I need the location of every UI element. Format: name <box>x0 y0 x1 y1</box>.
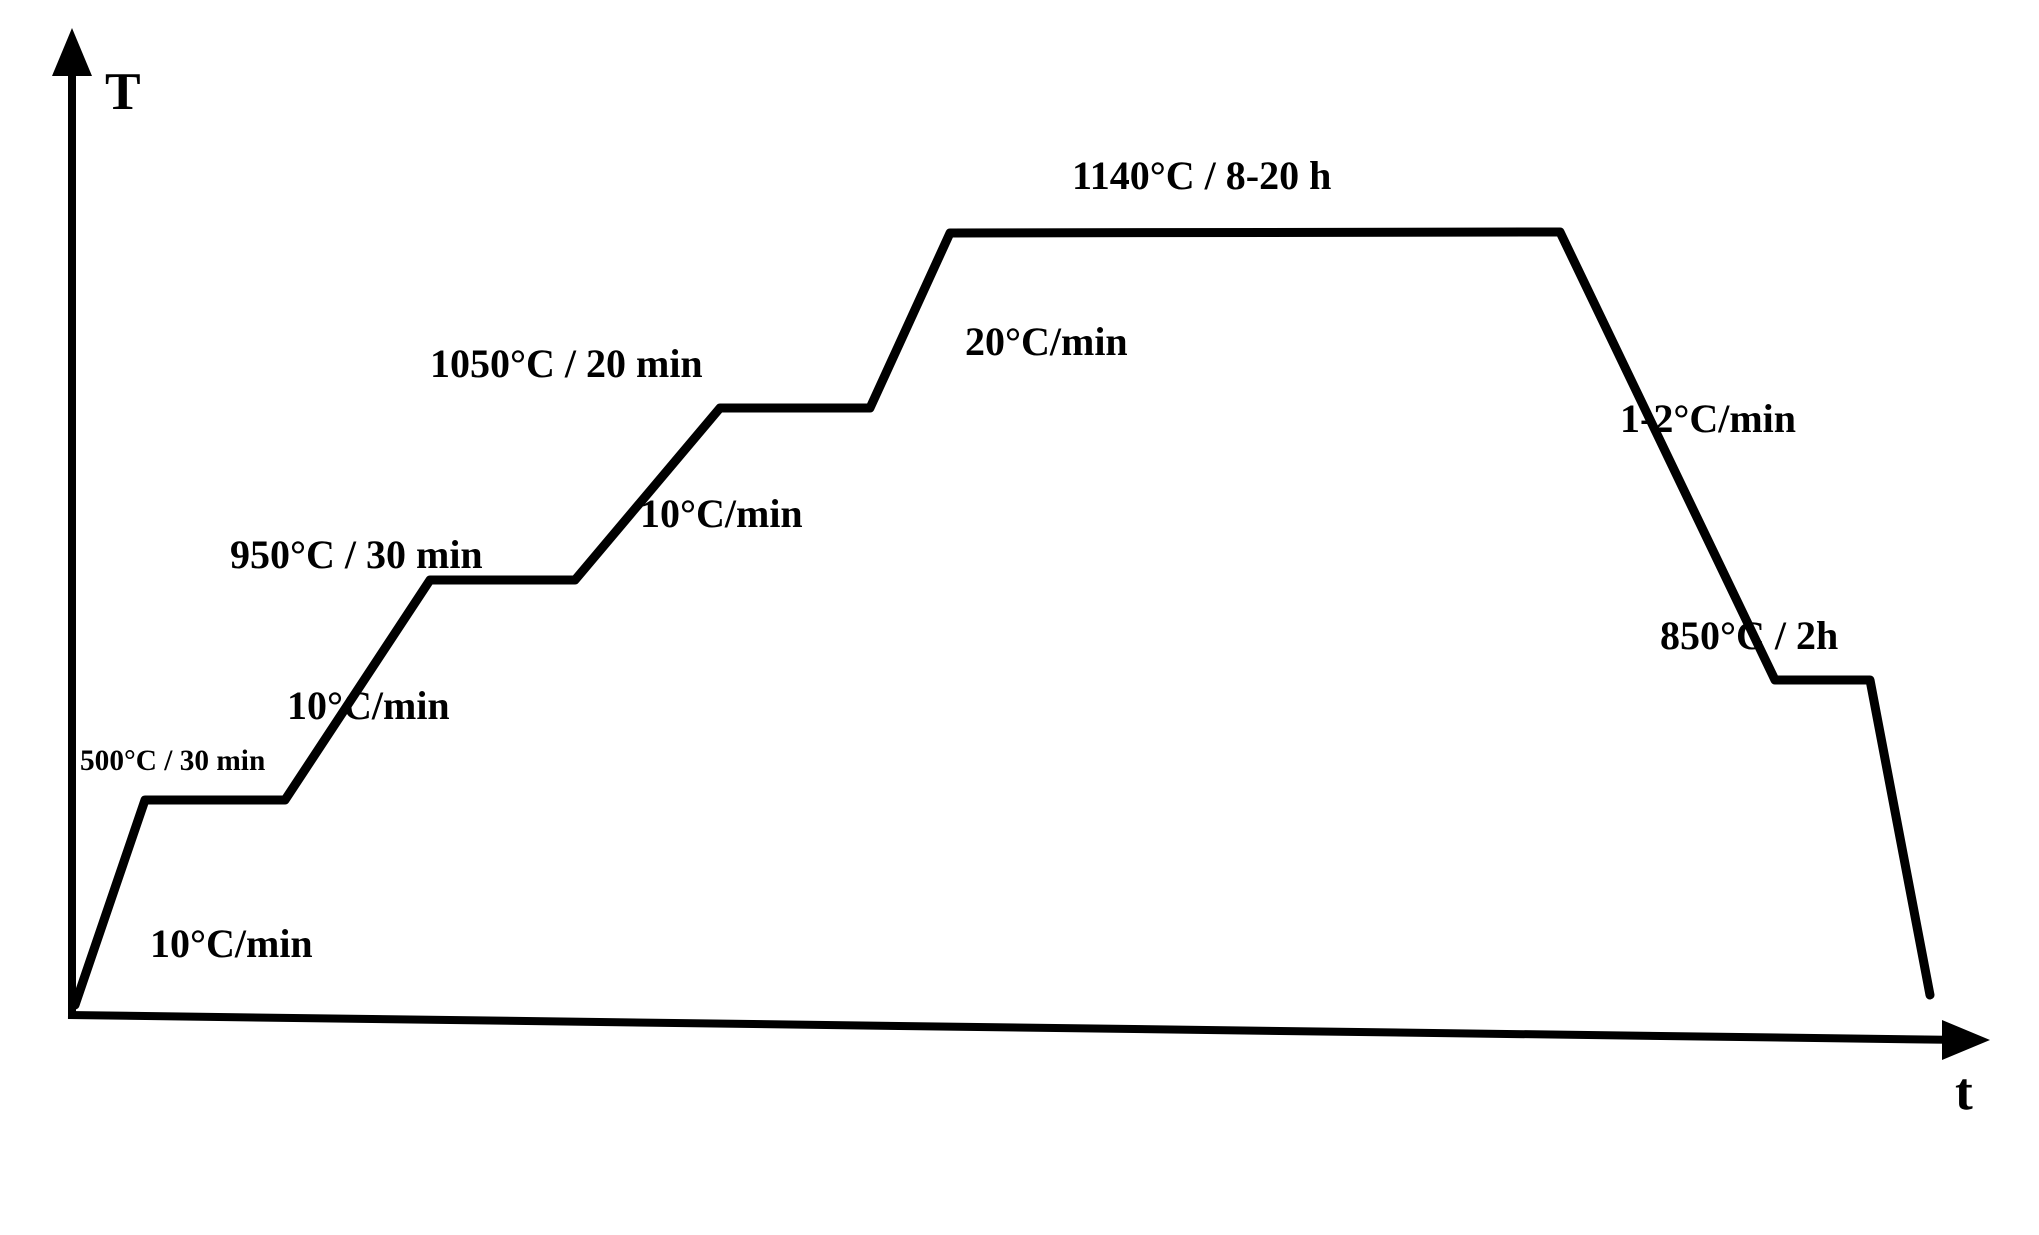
plateau-1050c-label: 1050°C / 20 min <box>430 340 703 387</box>
plateau-1140c-label: 1140°C / 8-20 h <box>1072 152 1331 199</box>
y-axis-label: T <box>105 60 141 122</box>
thermal-profile-diagram: T t 10°C/min 500°C / 30 min 10°C/min 950… <box>0 0 2039 1235</box>
ramp-2-rate-label: 10°C/min <box>287 682 450 729</box>
x-axis-line <box>68 1015 1966 1040</box>
x-axis-arrowhead <box>1942 1020 1990 1060</box>
plateau-500c-label: 500°C / 30 min <box>80 745 265 778</box>
cooldown-1-rate-label: 1-2°C/min <box>1620 395 1796 442</box>
plateau-950c-label: 950°C / 30 min <box>230 531 483 578</box>
y-axis-arrowhead <box>52 28 92 76</box>
x-axis-label: t <box>1955 1060 1973 1122</box>
ramp-1-rate-label: 10°C/min <box>150 920 313 967</box>
ramp-3-rate-label: 10°C/min <box>640 490 803 537</box>
ramp-4-rate-label: 20°C/min <box>965 318 1128 365</box>
plateau-850c-label: 850°C / 2h <box>1660 612 1838 659</box>
